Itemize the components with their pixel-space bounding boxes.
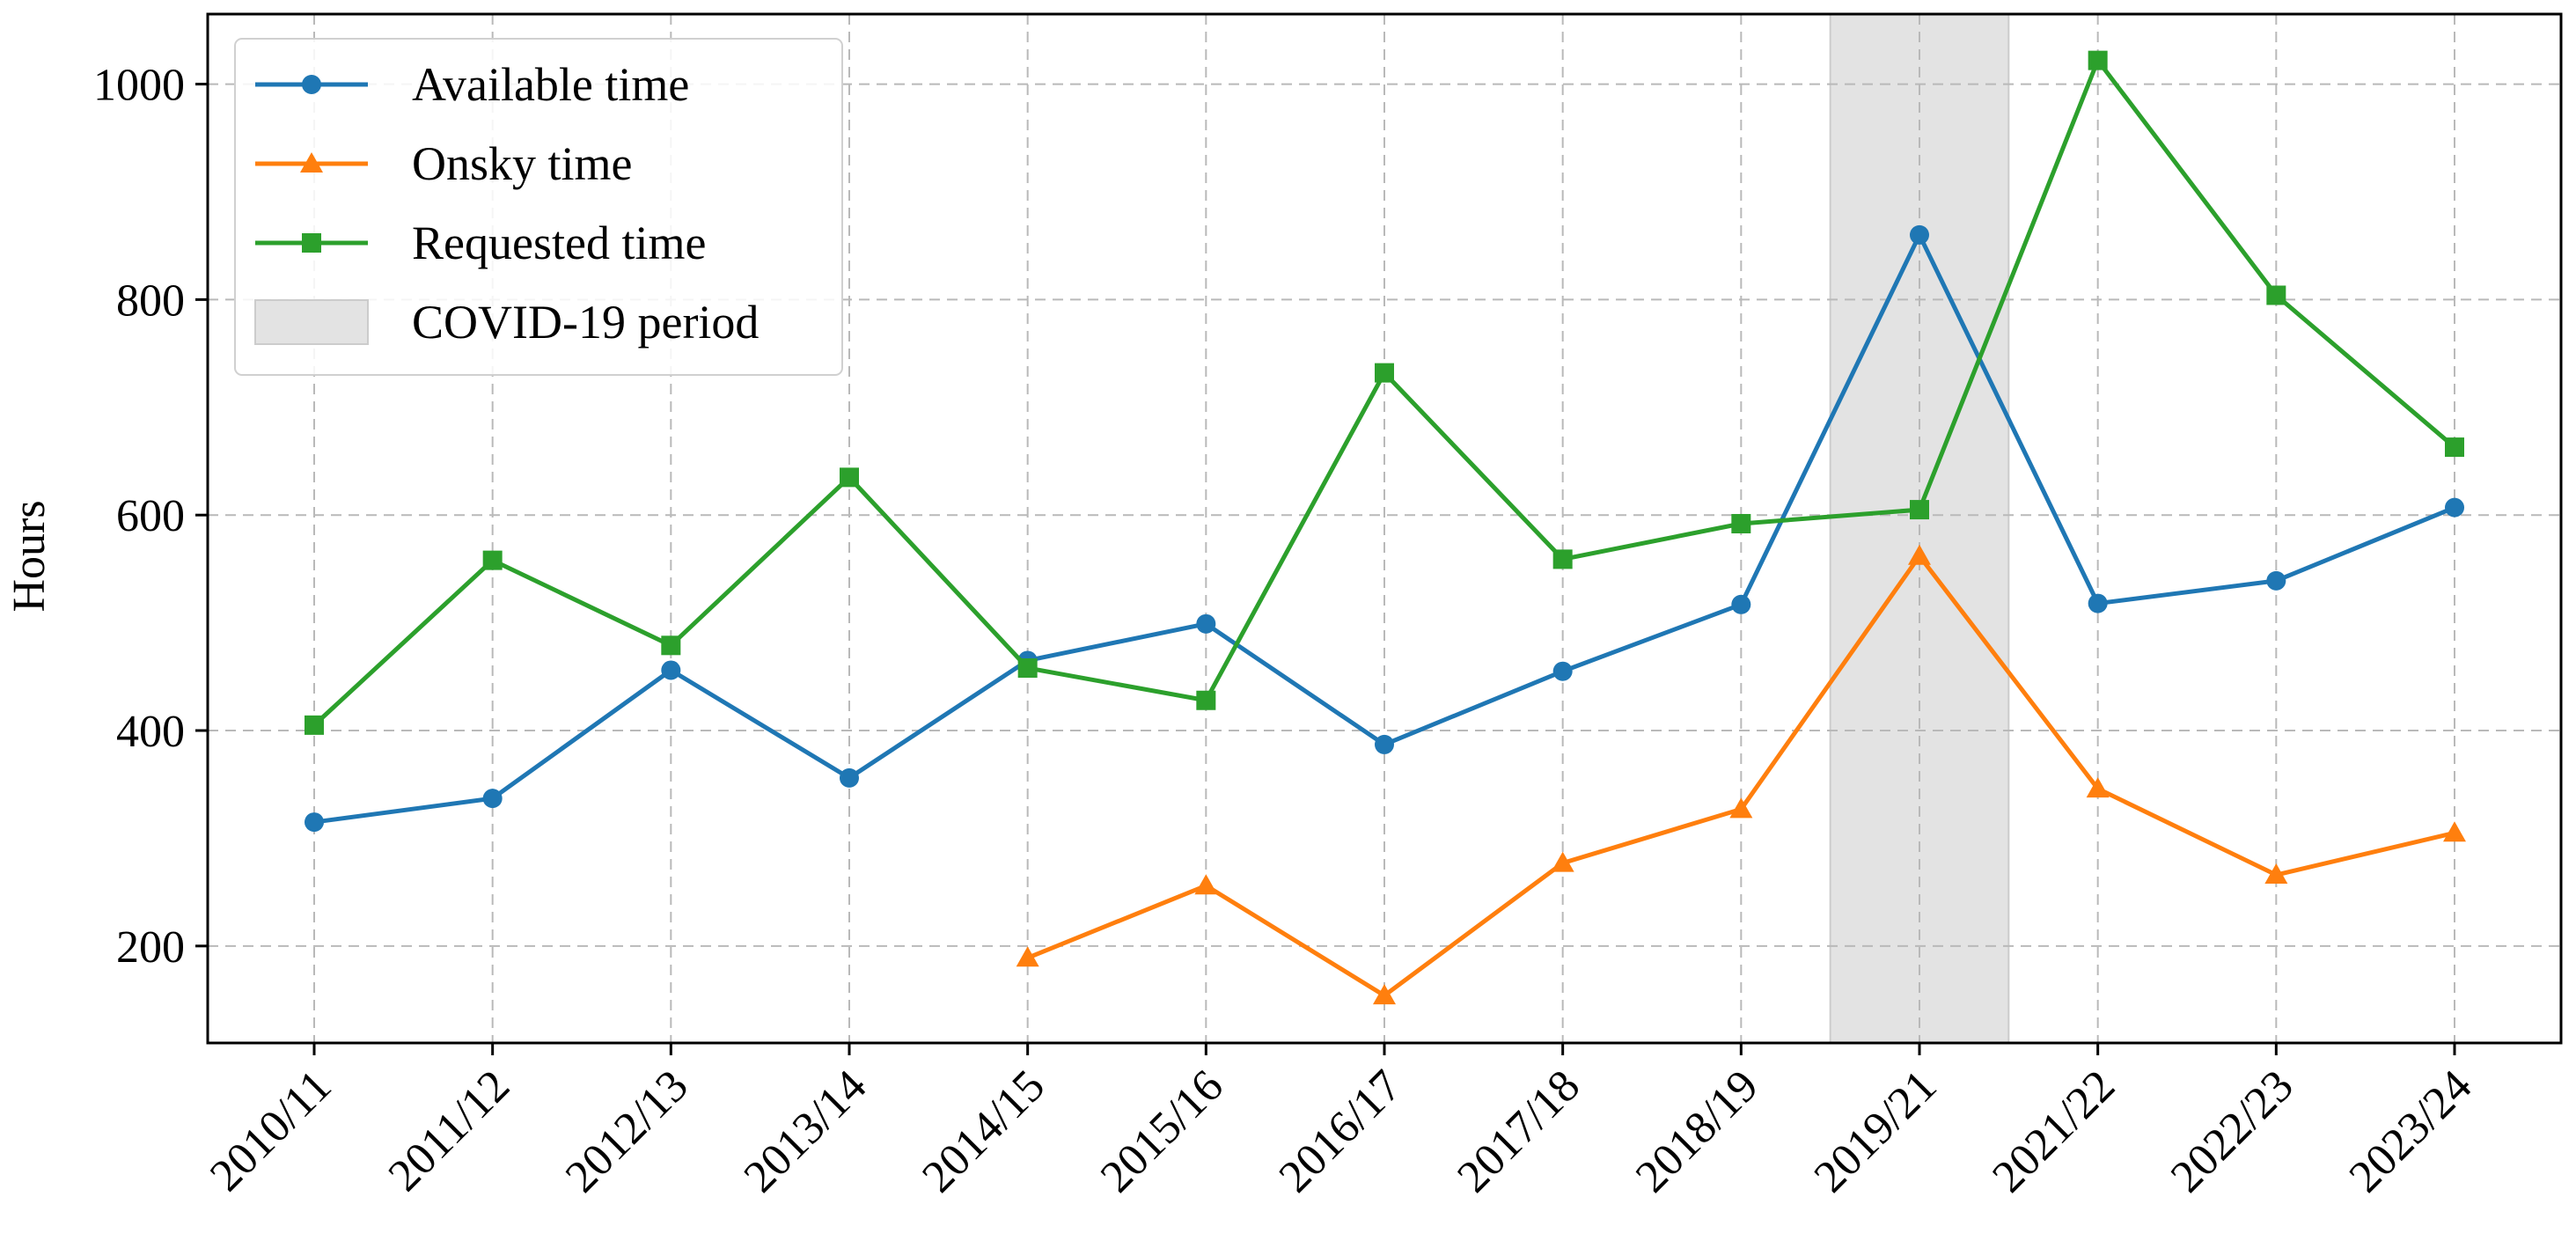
onsky-time-point (1194, 874, 1218, 895)
y-tick-label: 600 (116, 491, 185, 541)
available-time-point (1552, 661, 1573, 681)
series-requested-time (305, 50, 2464, 735)
onsky-time-point (1729, 797, 1753, 819)
requested-time-point (1017, 658, 1038, 679)
grid-lines (208, 14, 2561, 1043)
y-tick-label: 200 (116, 922, 185, 973)
x-tick-label: 2017/18 (1448, 1061, 1589, 1202)
available-time-point (2266, 570, 2286, 591)
x-tick-label: 2023/24 (2340, 1061, 2482, 1202)
onsky-time-point (1373, 984, 1396, 1005)
available-time-point (840, 767, 859, 788)
x-tick-label: 2018/19 (1626, 1061, 1768, 1202)
legend-label-requested-time: Requested time (412, 217, 706, 269)
requested-time-point (2445, 437, 2464, 458)
available-time-point (1196, 613, 1216, 634)
onsky-time-point (2264, 863, 2288, 885)
x-tick-label: 2014/15 (913, 1061, 1054, 1202)
requested-time-point (2266, 285, 2286, 305)
x-tick-label: 2019/21 (1805, 1061, 1947, 1202)
y-tick-label: 1000 (93, 61, 185, 111)
requested-time-point (1552, 549, 1573, 569)
x-tick-label: 2013/14 (735, 1061, 877, 1202)
y-tick-label: 800 (116, 275, 185, 326)
legend-label-onsky-time: Onsky time (412, 137, 633, 190)
available-time-point (2445, 497, 2464, 518)
legend: Available time Onsky time Requested time CO… (234, 38, 843, 376)
requested-time-point (305, 715, 324, 735)
legend-box (234, 38, 843, 376)
legend-swatch-covid (254, 299, 369, 345)
available-time-point (1910, 224, 1929, 245)
available-time-point (1731, 594, 1751, 614)
x-tick-label: 2016/17 (1270, 1061, 1412, 1202)
available-time-point (482, 789, 503, 809)
requested-time-point (1910, 500, 1929, 520)
series-available-time (305, 224, 2464, 833)
series-lines (305, 50, 2466, 1005)
requested-time-point (2088, 50, 2108, 70)
requested-time-point (661, 635, 681, 656)
legend-marker-available-time (302, 75, 321, 94)
available-time-point (1375, 734, 1394, 754)
onsky-time-point (2086, 777, 2110, 798)
x-tick-label: 2022/23 (2161, 1061, 2303, 1202)
x-tick-label: 2015/16 (1091, 1061, 1233, 1202)
requested-time-point (482, 550, 503, 570)
requested-time-point (1375, 363, 1394, 383)
available-time-point (661, 660, 681, 680)
x-tick-label: 2011/12 (379, 1061, 519, 1201)
legend-marker-onsky-time (300, 152, 323, 173)
x-tick-label: 2021/22 (1983, 1061, 2125, 1202)
requested-time-point (1196, 690, 1216, 710)
onsky-time-point (1908, 544, 1931, 565)
legend-label-available-time: Available time (412, 58, 689, 111)
x-tick-label: 2012/13 (556, 1061, 698, 1202)
requested-time-point (840, 467, 859, 488)
onsky-time-point (2443, 821, 2466, 842)
series-onsky-time (1016, 544, 2466, 1005)
legend-label-covid: COVID-19 period (412, 296, 759, 349)
x-axis: 2010/11 2011/12 2012/13 2013/14 2014/15 2015/… (201, 1043, 2481, 1202)
y-axis-label: Hours (4, 500, 55, 612)
available-time-point (305, 812, 324, 833)
onsky-time-point (1016, 946, 1039, 967)
x-tick-label: 2010/11 (201, 1061, 341, 1201)
legend-marker-requested-time (302, 233, 321, 253)
available-time-point (2088, 593, 2108, 613)
onsky-time-point (1551, 851, 1574, 872)
y-axis: 200 400 600 800 1000 (93, 61, 208, 973)
y-tick-label: 400 (116, 707, 185, 757)
requested-time-point (1731, 513, 1751, 533)
